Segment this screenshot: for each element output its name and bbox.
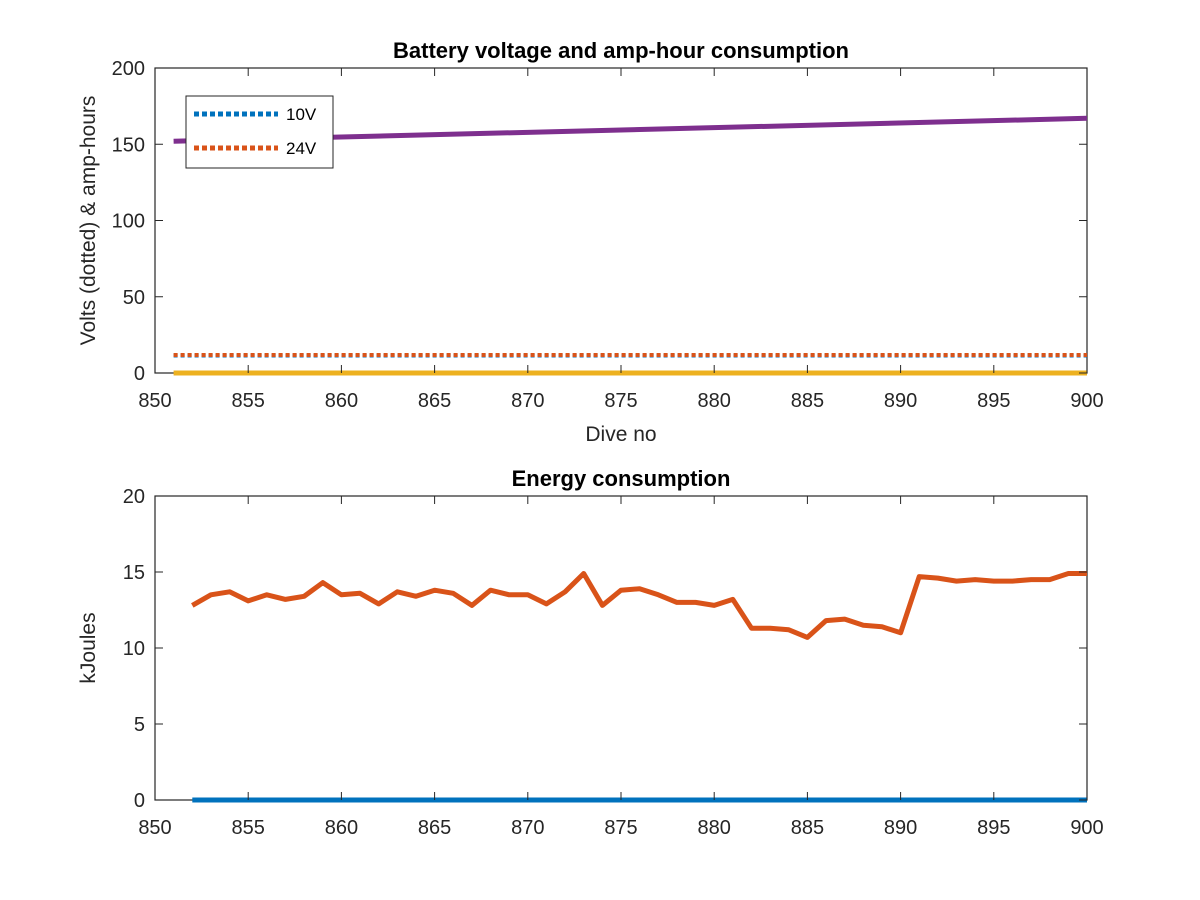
x-tick-label: 900 (1070, 817, 1103, 839)
legend-label: 24V (286, 139, 317, 158)
x-tick-label: 855 (232, 390, 265, 412)
x-tick-label: 855 (232, 817, 265, 839)
x-tick-label: 890 (884, 390, 917, 412)
x-tick-label: 895 (977, 817, 1010, 839)
x-tick-label: 870 (511, 390, 544, 412)
legend: 10V 24V (185, 95, 334, 169)
x-tick-label: 885 (791, 817, 824, 839)
x-tick-label: 850 (138, 390, 171, 412)
x-tick-label: 875 (604, 390, 637, 412)
y-tick-label: 10 (123, 638, 145, 660)
x-tick-label: 880 (698, 817, 731, 839)
x-tick-label: 900 (1070, 390, 1103, 412)
chart-panel-2: 850 855 860 865 870 875 880 885 890 895 900 0 5 10 15 2… (77, 466, 1104, 839)
y-tick-label: 100 (112, 211, 145, 233)
legend-box (185, 95, 334, 169)
y-axis-label: kJoules (77, 612, 100, 683)
y-tick-label: 15 (123, 562, 145, 584)
y-tick-label: 20 (123, 486, 145, 508)
series-line-1 (191, 571, 1087, 640)
x-tick-label: 885 (791, 390, 824, 412)
y-tick-label: 200 (112, 58, 145, 80)
x-tick-label: 870 (511, 817, 544, 839)
x-tick-label: 860 (325, 390, 358, 412)
y-tick-label: 50 (123, 287, 145, 309)
x-tick-label: 860 (325, 817, 358, 839)
chart-panel-1: 850 855 860 865 870 875 880 885 890 895 900 0 50 100 1… (77, 38, 1104, 446)
x-axis-label: Dive no (585, 423, 656, 446)
x-tick-label: 875 (604, 817, 637, 839)
x-tick-label: 850 (138, 817, 171, 839)
x-tick-label: 895 (977, 390, 1010, 412)
legend-label: 10V (286, 105, 317, 124)
y-tick-label: 0 (134, 363, 145, 385)
y-tick-label: 0 (134, 790, 145, 812)
y-tick-label: 5 (134, 714, 145, 736)
x-tick-label: 865 (418, 390, 451, 412)
x-tick-label: 880 (698, 390, 731, 412)
plot-area (154, 495, 1088, 801)
x-tick-label: 865 (418, 817, 451, 839)
y-tick-label: 150 (112, 134, 145, 156)
y-axis-label: Volts (dotted) & amp-hours (77, 96, 100, 346)
chart-title: Battery voltage and amp-hour consumption (393, 38, 849, 63)
chart-title: Energy consumption (512, 466, 731, 491)
x-tick-label: 890 (884, 817, 917, 839)
